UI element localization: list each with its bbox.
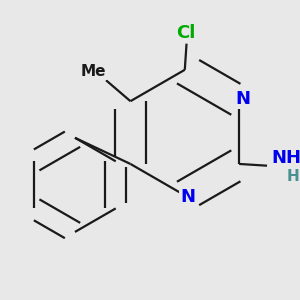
Text: Me: Me: [81, 64, 106, 79]
Text: N: N: [180, 188, 195, 206]
Text: Cl: Cl: [176, 24, 195, 42]
Text: N: N: [235, 90, 250, 108]
Text: NH: NH: [271, 149, 300, 167]
Text: H: H: [287, 169, 300, 184]
